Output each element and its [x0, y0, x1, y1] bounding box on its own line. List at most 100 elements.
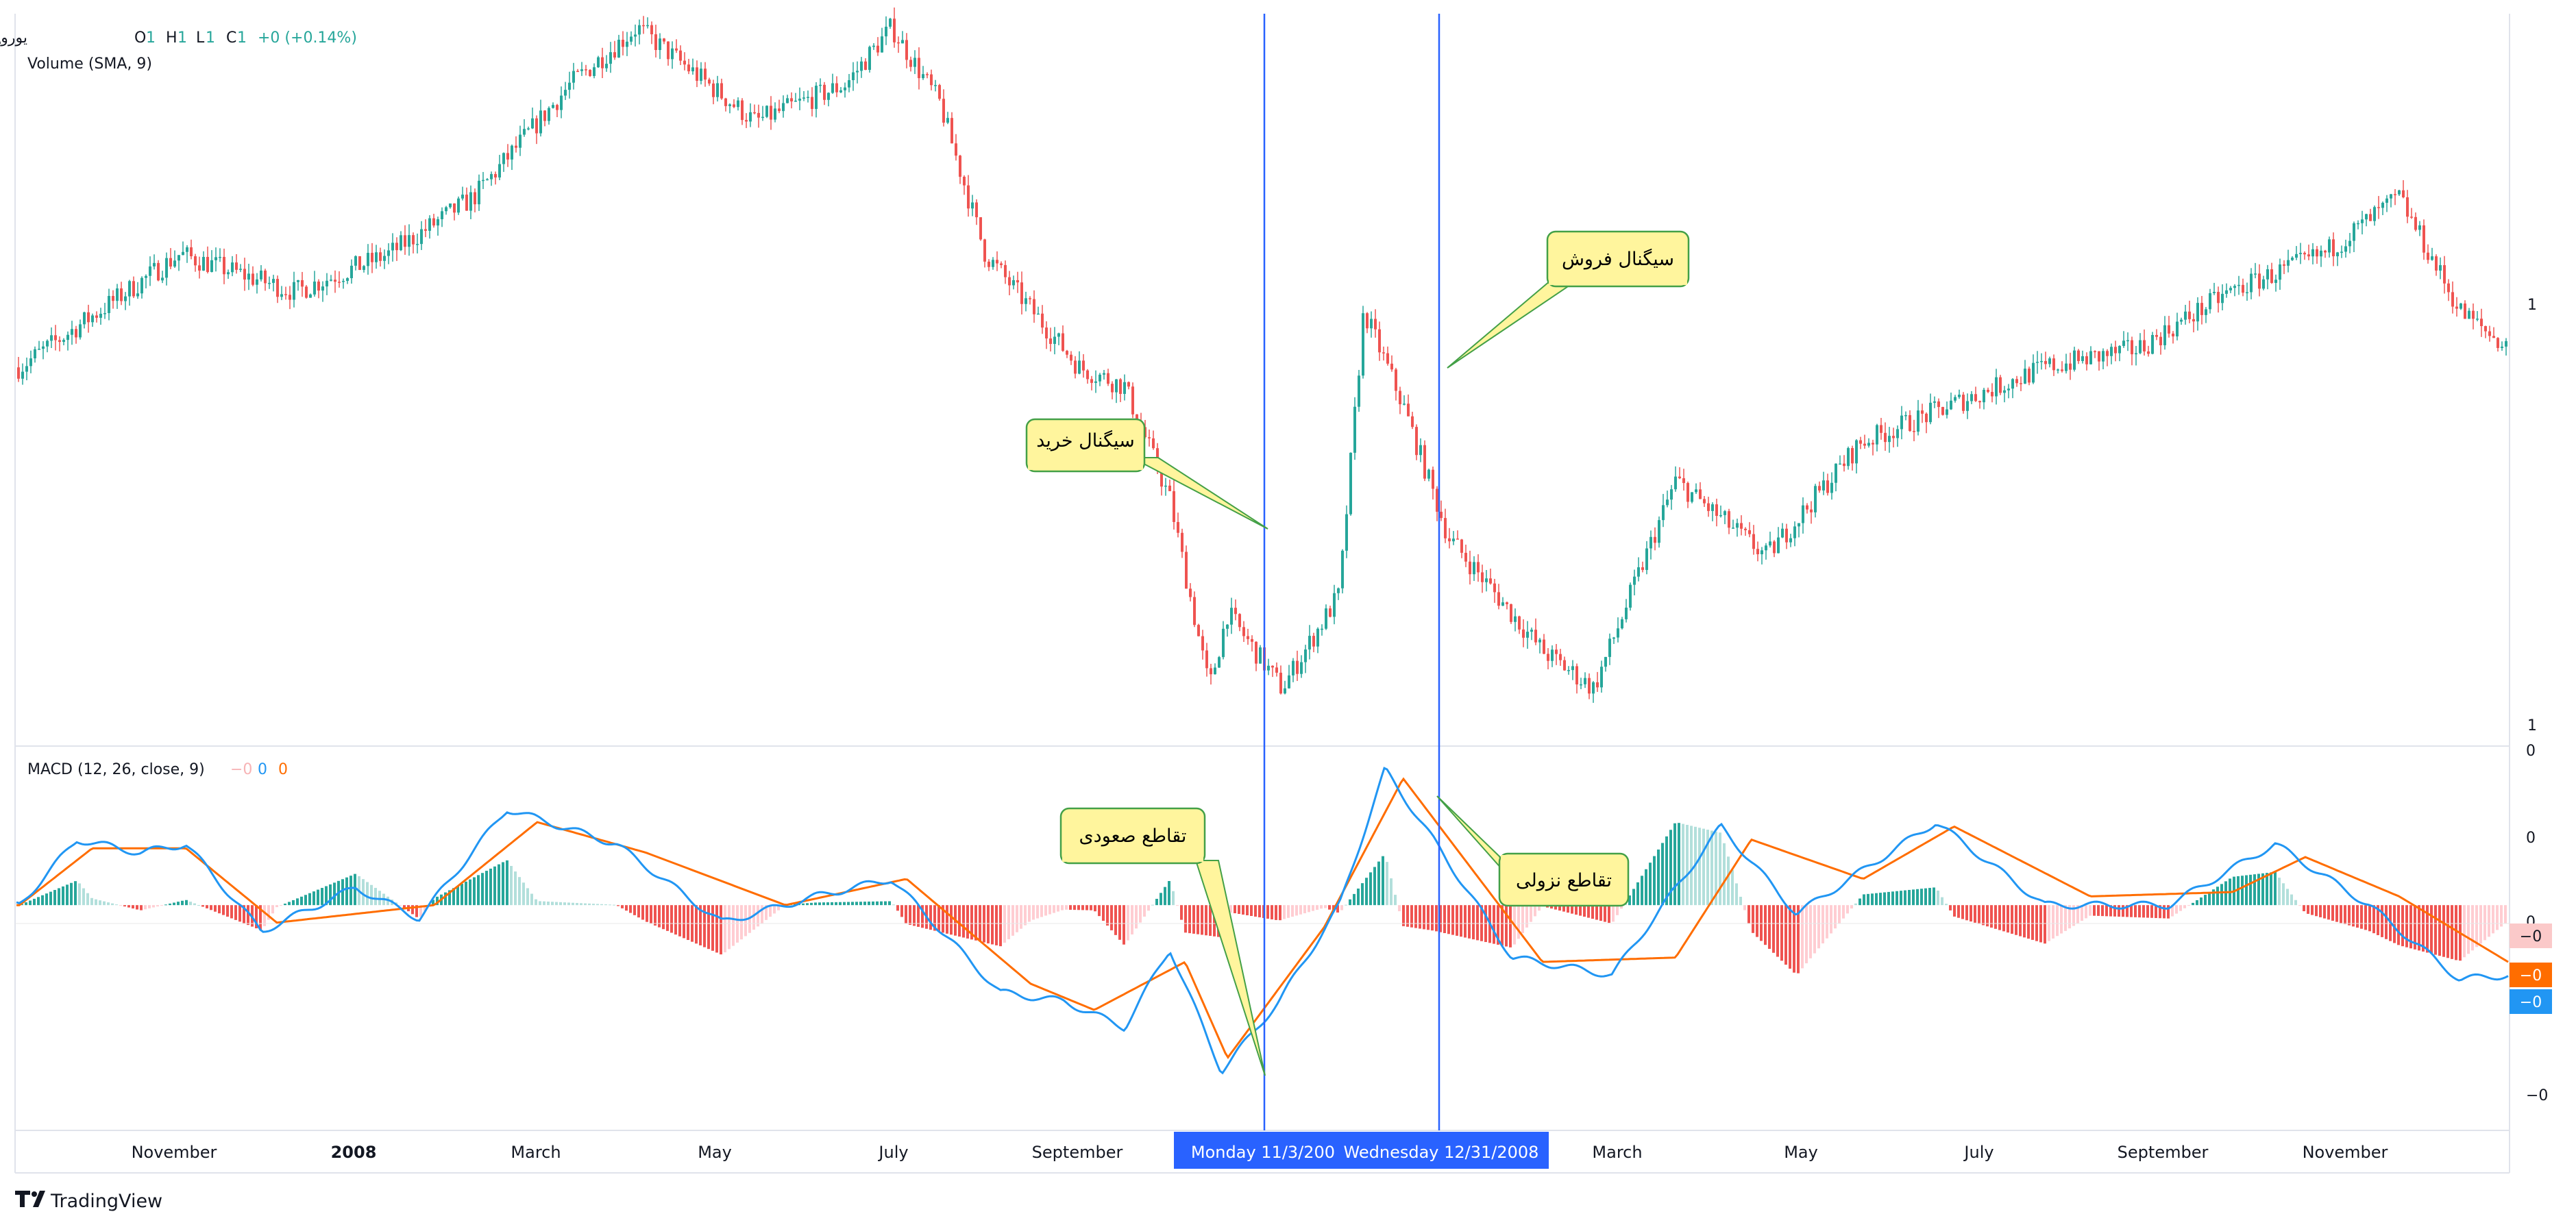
histogram-bar [498, 864, 500, 906]
candle-body [498, 164, 501, 178]
tradingview-logo[interactable]: TradingView [15, 1191, 162, 1212]
candle-body [1333, 593, 1336, 617]
candle-body [733, 104, 735, 108]
candle-body [967, 185, 970, 209]
histogram-bar [1316, 905, 1318, 910]
candle-body [1115, 379, 1118, 393]
macd-legend: MACD (12, 26, close, 9) −0 0 0 [27, 761, 288, 778]
candle-body [1316, 628, 1319, 647]
candle-body [1185, 551, 1188, 589]
histogram-bar [1139, 905, 1142, 923]
change-value: +0 (+0.14%) [258, 29, 357, 47]
candle-body [1308, 636, 1311, 650]
histogram-bar [2352, 905, 2355, 927]
histogram-bar [617, 905, 620, 906]
candle-body [749, 112, 752, 122]
histogram-bar [641, 905, 644, 920]
histogram-bar [2171, 905, 2174, 917]
macd-axis[interactable]: 0 0 0 −0 −0 −0 −0 [2510, 743, 2552, 1104]
candle-body [1695, 489, 1697, 493]
histogram-bar [937, 905, 940, 932]
candle-body [2283, 264, 2285, 266]
candle-body [2213, 292, 2216, 293]
histogram-bar [2093, 905, 2096, 916]
candle-body [1094, 381, 1097, 383]
histogram-bar [312, 891, 315, 906]
callout-buy-signal[interactable]: سیگنال خرید [1025, 418, 1268, 530]
histogram-bar [637, 905, 640, 918]
callout-bullish-cross[interactable]: تقاطع صعودی [1059, 807, 1266, 1076]
histogram-bar [1900, 891, 1902, 906]
macd-legend-label[interactable]: MACD (12, 26, close, 9) [27, 761, 205, 778]
candle-body [1588, 678, 1591, 694]
candle-body [1436, 488, 1438, 512]
time-axis[interactable]: November 2008 March May July September M… [132, 1132, 2388, 1169]
candle-body [1020, 282, 1023, 304]
candle-body [1242, 627, 1245, 636]
histogram-bar [444, 892, 447, 906]
candle-body [1534, 630, 1537, 643]
histogram-bar [2138, 905, 2141, 918]
histogram-bar [2315, 905, 2318, 917]
candle-body [2118, 345, 2121, 354]
histogram-bar [1460, 905, 1462, 937]
candle-body [1066, 351, 1068, 355]
symbol-label[interactable]: یورو\دلار, 1D [0, 29, 27, 47]
candle-body [741, 100, 744, 121]
candle-body [1752, 534, 1755, 549]
volume-legend[interactable]: Volume (SMA, 9) [27, 55, 152, 73]
histogram-bar [2044, 905, 2046, 944]
candle-body [1563, 660, 1566, 671]
histogram-bar [2335, 905, 2338, 922]
histogram-bar [929, 905, 932, 930]
candle-body [1859, 440, 1862, 444]
histogram-bar [695, 905, 698, 944]
candle-body [2188, 311, 2191, 319]
o-label: O [134, 29, 146, 47]
candle-body [1999, 377, 2002, 393]
histogram-bar [432, 900, 434, 906]
candle-body [1900, 415, 1903, 430]
candle-body [321, 286, 324, 291]
candle-body [1699, 489, 1702, 499]
histogram-bar [415, 905, 418, 917]
histogram-bar [2282, 883, 2285, 906]
candle-body [29, 358, 32, 367]
candle-body [2464, 303, 2466, 319]
candle-body [112, 295, 114, 301]
histogram-bar [933, 905, 936, 931]
candle-body [1781, 528, 1784, 538]
histogram-bar [1710, 830, 1713, 906]
histogram-bar [333, 882, 336, 906]
histogram-bar [1920, 889, 1923, 906]
candle-body [1567, 670, 1570, 671]
candle-body [1288, 675, 1290, 689]
histogram-bar [1468, 905, 1471, 939]
candle-body [1168, 485, 1171, 491]
histogram-bar [650, 905, 652, 924]
candle-body [815, 86, 818, 110]
histogram-bar [2002, 905, 2005, 932]
candle-body [654, 34, 657, 50]
callout-sell-signal[interactable]: سیگنال فروش [1447, 230, 1690, 369]
histogram-bar [58, 888, 60, 906]
histogram-bar [271, 905, 274, 914]
callout-bearish-cross[interactable]: تقاطع نزولی [1436, 795, 1630, 907]
candle-body [2073, 350, 2076, 370]
histogram-bar [1480, 905, 1483, 941]
candle-body [1267, 665, 1270, 671]
histogram-bar [1957, 905, 1960, 918]
crosshair-date-badge-1 [1174, 1132, 1352, 1169]
candle-body [1255, 641, 1258, 664]
histogram-bar [2496, 905, 2499, 930]
histogram-bar [974, 905, 977, 941]
histogram-bar [2052, 905, 2054, 939]
candle-body [1062, 333, 1064, 351]
histogram-bar [999, 905, 1002, 947]
histogram-bar [1665, 836, 1668, 906]
histogram-bar [2085, 905, 2087, 919]
histogram-bar [1328, 905, 1331, 910]
histogram-bar [900, 905, 903, 917]
price-axis[interactable]: 1 1 [2527, 297, 2537, 734]
